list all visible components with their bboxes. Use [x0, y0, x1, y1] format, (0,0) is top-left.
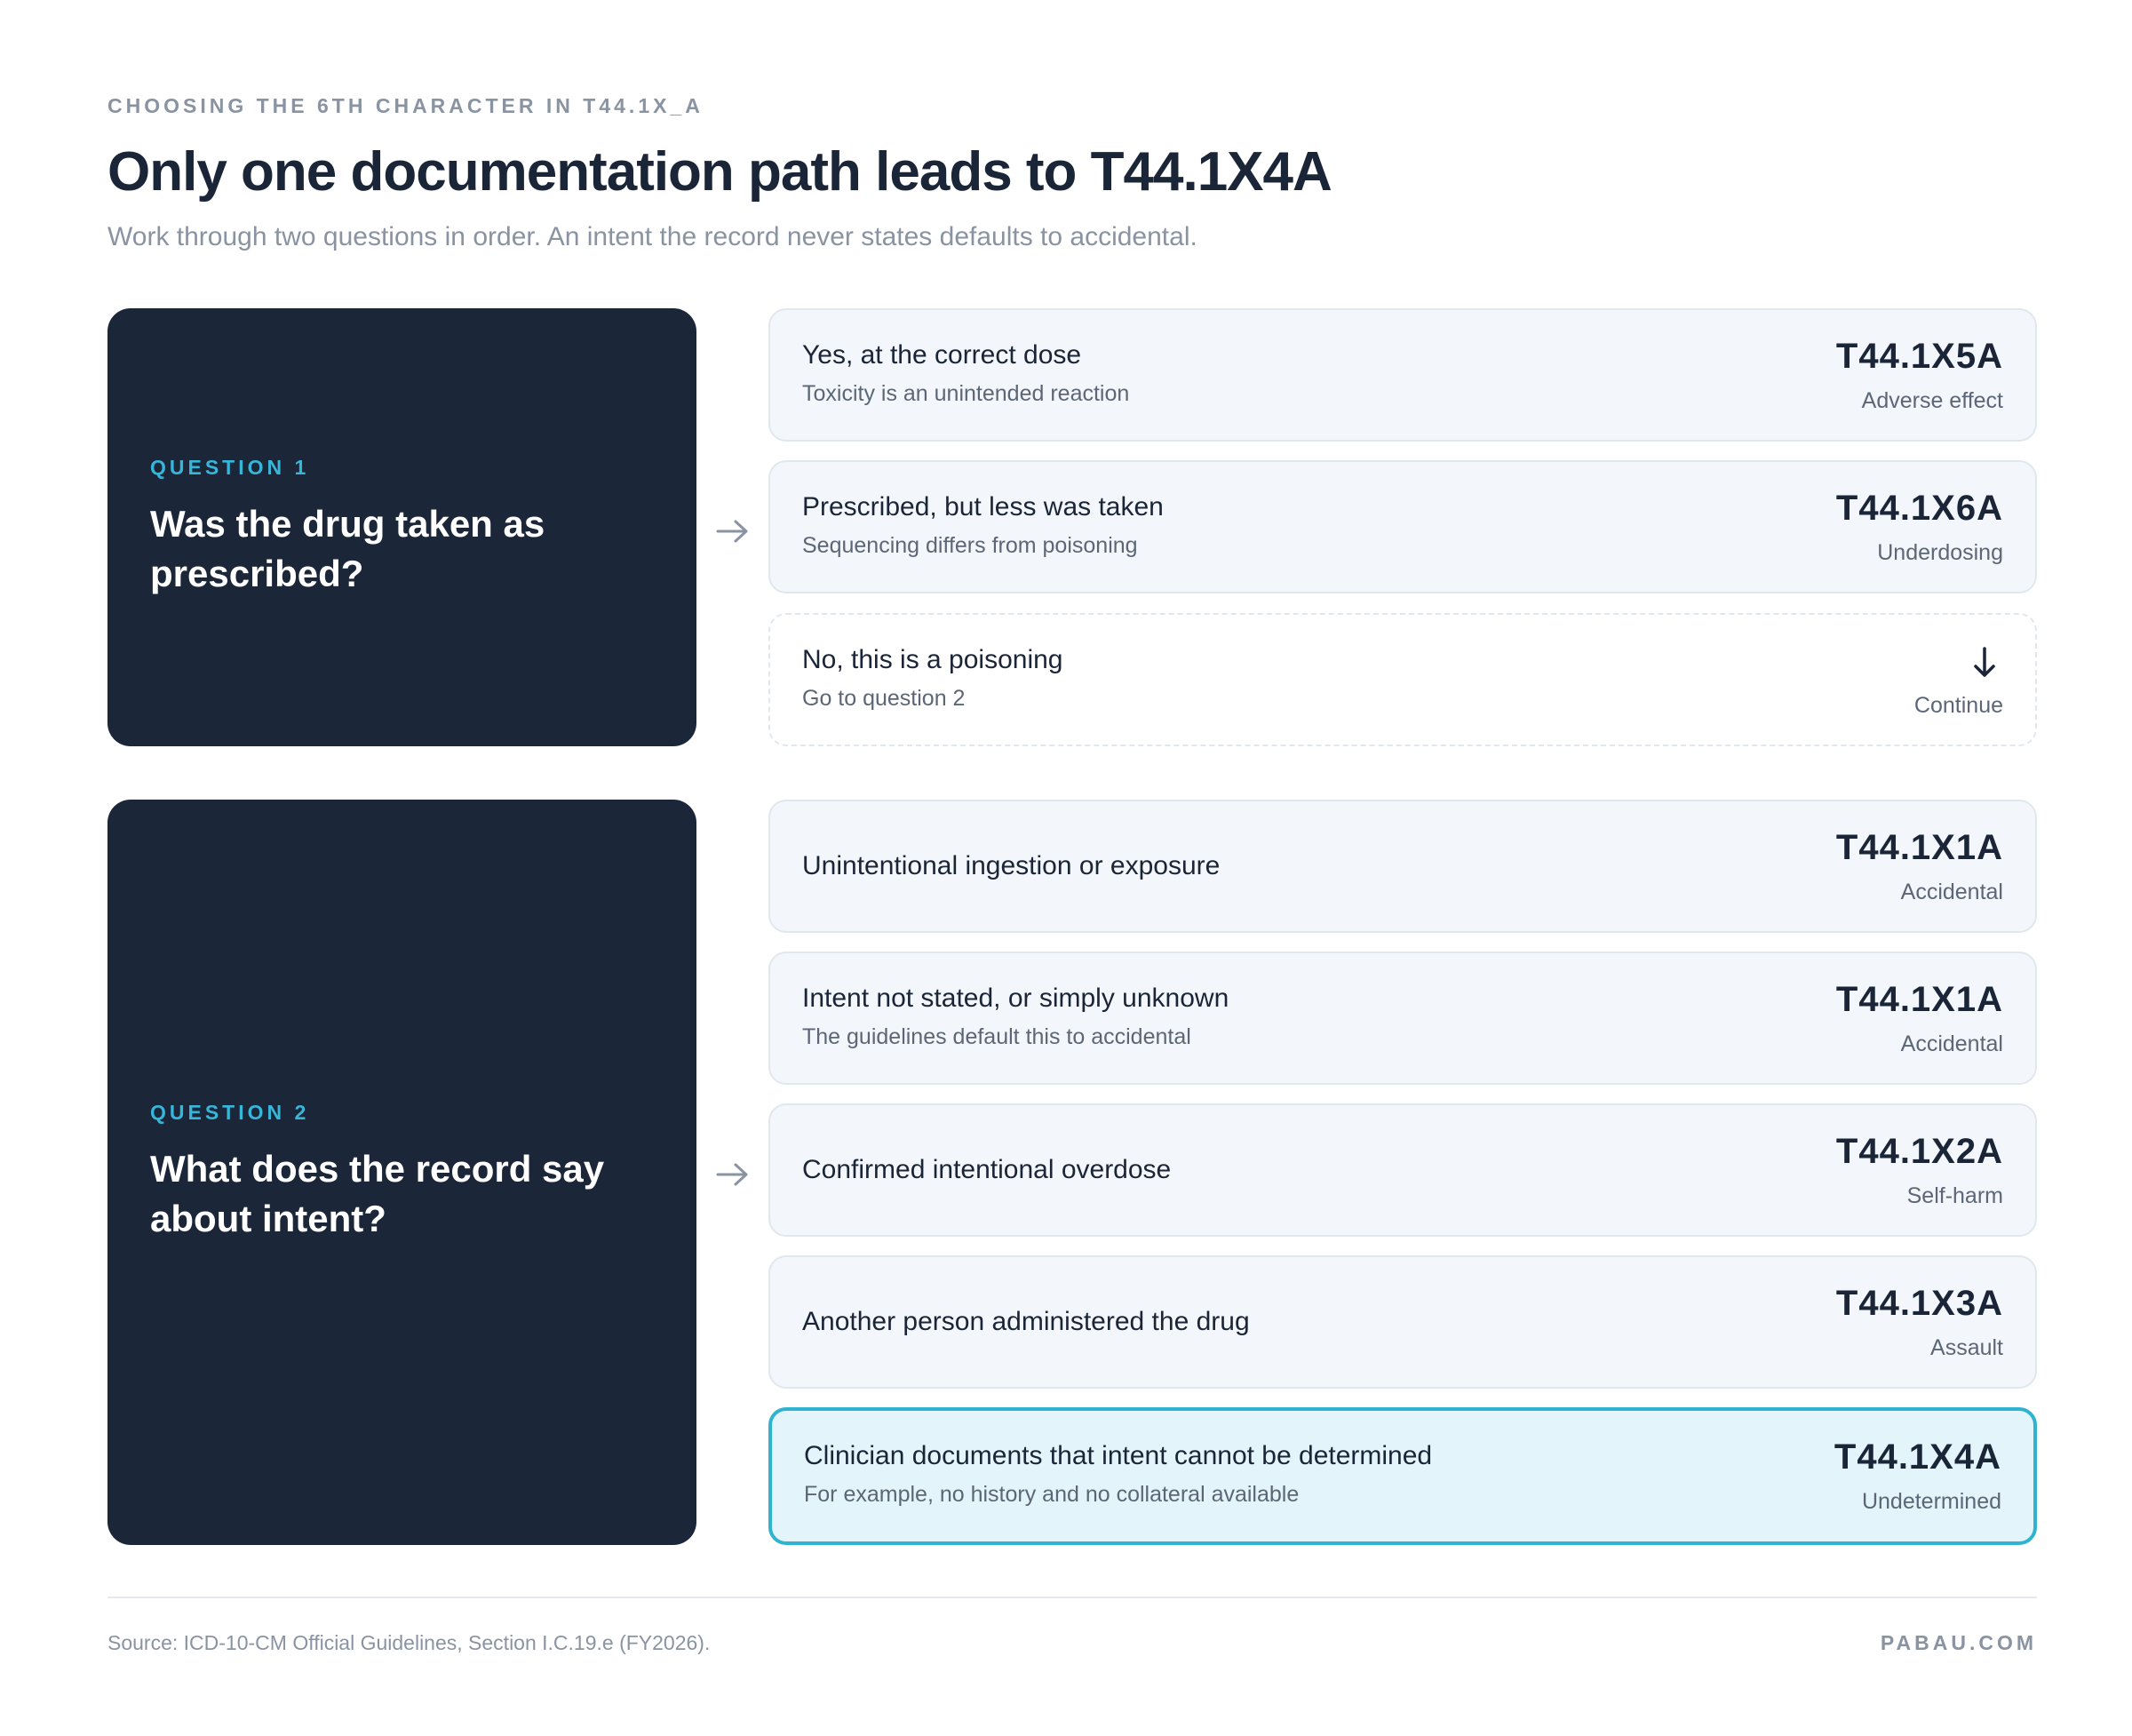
arrow-down-icon: [1974, 647, 1995, 677]
option-note: Sequencing differs from poisoning: [802, 533, 1138, 558]
question-1-panel: QUESTION 1 Was the drug taken as prescri…: [107, 308, 696, 746]
code-label: T44.1X4A: [1834, 1437, 2001, 1477]
category-label: Self-harm: [1906, 1183, 2003, 1208]
eyebrow: CHOOSING THE 6TH CHARACTER IN T44.1X_A: [107, 94, 704, 117]
arrow-right-icon: [716, 1163, 748, 1186]
q2-option-card[interactable]: Intent not stated, or simply unknown The…: [768, 952, 2037, 1085]
q2-option-card[interactable]: Unintentional ingestion or exposure T44.…: [768, 800, 2037, 933]
q2-option-card[interactable]: Confirmed intentional overdose T44.1X2A …: [768, 1103, 2037, 1237]
page-subtitle: Work through two questions in order. An …: [107, 222, 1197, 251]
option-label: Confirmed intentional overdose: [802, 1155, 1172, 1184]
code-label: T44.1X6A: [1835, 489, 2003, 528]
option-note: Go to question 2: [802, 686, 966, 711]
q2-option-card[interactable]: Another person administered the drug T44…: [768, 1255, 2037, 1389]
arrow-right-icon: [716, 520, 748, 543]
option-label: Unintentional ingestion or exposure: [802, 851, 1221, 880]
option-note: The guidelines default this to accidenta…: [802, 1024, 1191, 1049]
option-label: Another person administered the drug: [802, 1307, 1250, 1336]
option-note: For example, no history and no collatera…: [804, 1482, 1300, 1507]
option-label: Yes, at the correct dose: [802, 340, 1082, 370]
brand-link[interactable]: PABAU.COM: [1880, 1631, 2037, 1654]
source-note: Source: ICD-10-CM Official Guidelines, S…: [107, 1631, 711, 1654]
footer-divider: [107, 1597, 2037, 1598]
category-label: Underdosing: [1877, 540, 2003, 565]
question-1-text: Was the drug taken as prescribed?: [150, 503, 545, 594]
q1-continue-card[interactable]: No, this is a poisoning Go to question 2…: [768, 613, 2037, 746]
category-label: Assault: [1930, 1335, 2003, 1360]
category-label: Accidental: [1900, 880, 2003, 904]
option-label: Intent not stated, or simply unknown: [802, 983, 1229, 1013]
question-2-panel: QUESTION 2 What does the record say abou…: [107, 800, 696, 1545]
option-note: Toxicity is an unintended reaction: [802, 381, 1130, 406]
category-label: Accidental: [1900, 1031, 2003, 1056]
q1-option-card[interactable]: Prescribed, but less was taken Sequencin…: [768, 460, 2037, 593]
option-label: Clinician documents that intent cannot b…: [804, 1441, 1433, 1470]
question-2-label: QUESTION 2: [150, 1101, 310, 1124]
question-1-label: QUESTION 1: [150, 456, 310, 479]
code-label: T44.1X1A: [1835, 980, 2003, 1019]
code-label: T44.1X2A: [1835, 1132, 2003, 1171]
code-label: T44.1X3A: [1835, 1284, 2003, 1323]
code-label: T44.1X1A: [1835, 828, 2003, 867]
continue-label: Continue: [1913, 693, 2003, 718]
q2-option-card-highlighted[interactable]: Clinician documents that intent cannot b…: [768, 1407, 2037, 1545]
option-label: Prescribed, but less was taken: [802, 492, 1164, 522]
category-label: Undetermined: [1861, 1489, 2001, 1514]
page-title: Only one documentation path leads to T44…: [107, 141, 1332, 203]
option-label: No, this is a poisoning: [802, 645, 1063, 674]
category-label: Adverse effect: [1861, 388, 2003, 413]
code-label: T44.1X5A: [1835, 337, 2003, 376]
q1-option-card[interactable]: Yes, at the correct dose Toxicity is an …: [768, 308, 2037, 442]
question-2-text: What does the record say about intent?: [150, 1148, 605, 1239]
